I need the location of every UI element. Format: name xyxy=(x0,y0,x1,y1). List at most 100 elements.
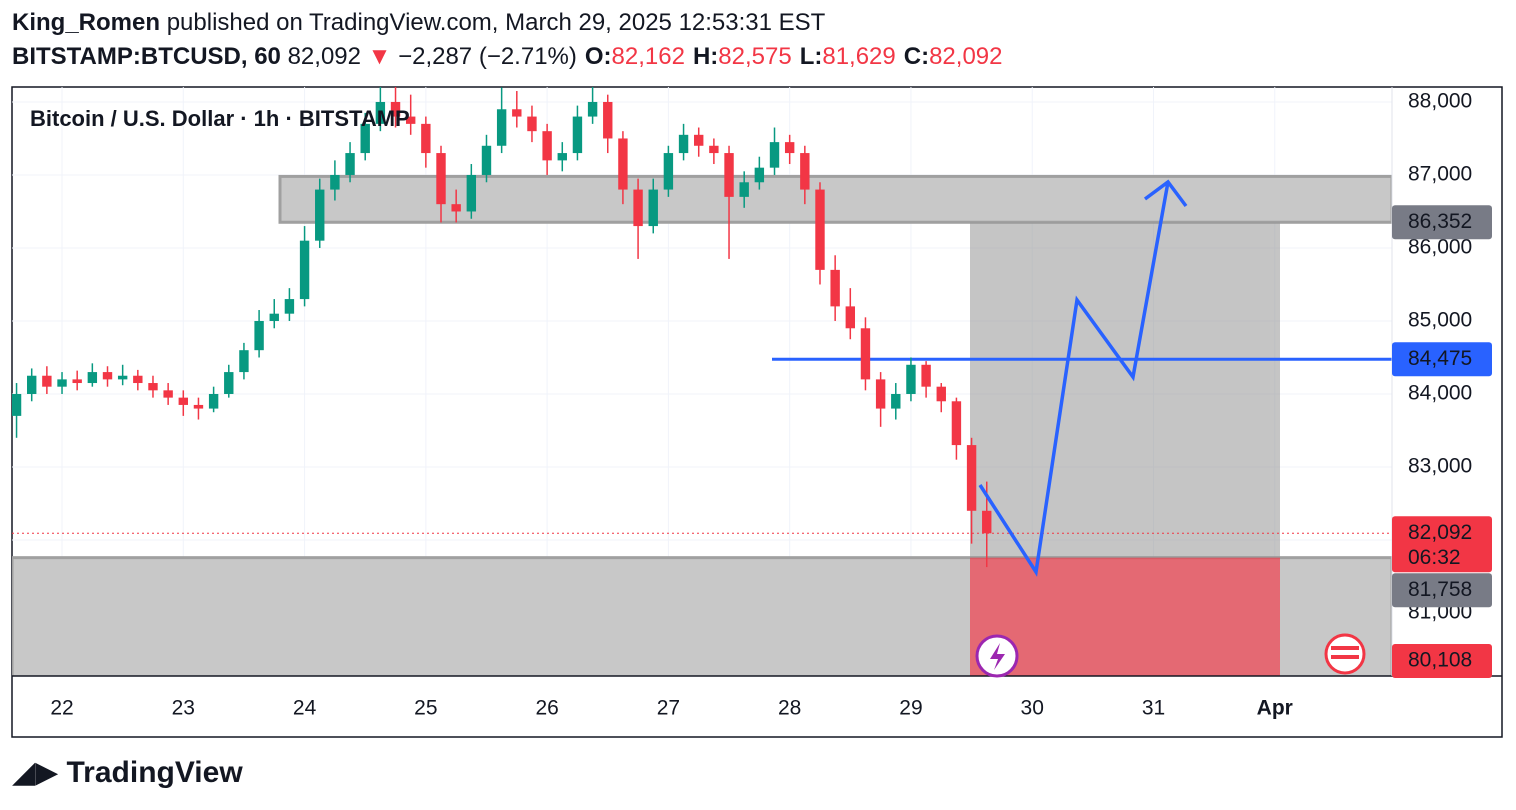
candle-body xyxy=(375,101,386,124)
author: King_Romen xyxy=(12,9,160,36)
flag-stripe xyxy=(1331,646,1359,650)
candle-body xyxy=(966,445,977,511)
symbol: BITSTAMP:BTCUSD, 60 xyxy=(12,43,281,70)
y-tick-label: 83,000 xyxy=(1408,455,1472,478)
candle-body xyxy=(421,123,431,154)
candle-body xyxy=(466,174,477,212)
axes: 81,00082,00083,00084,00085,00086,00087,0… xyxy=(12,87,1502,720)
candle-body xyxy=(299,240,310,300)
price-tag-label: 81,758 xyxy=(1408,578,1472,601)
x-tick-label: 24 xyxy=(293,697,317,720)
candle-body xyxy=(739,182,749,197)
price-tag-label: 84,475 xyxy=(1408,347,1472,370)
candle-body xyxy=(405,116,416,124)
candle-body xyxy=(800,153,810,190)
y-tick-label: 87,000 xyxy=(1408,163,1472,186)
ohlc: O:82,162 H:82,575 L:81,629 C:82,092 xyxy=(585,43,1003,70)
flag-icon xyxy=(1324,633,1366,675)
last-price: 82,092 xyxy=(288,43,361,70)
candle-body xyxy=(982,510,992,534)
candle-body xyxy=(42,375,52,387)
candle-body xyxy=(390,101,401,117)
y-tick-label: 85,000 xyxy=(1408,309,1472,332)
candle-body xyxy=(284,299,295,314)
candle-body xyxy=(542,131,552,161)
candle-body xyxy=(117,375,128,380)
candle-body xyxy=(330,174,340,190)
candle-body xyxy=(345,153,355,175)
candle-body xyxy=(451,204,461,212)
ohlc-value: 82,575 xyxy=(718,43,791,70)
candle-body xyxy=(72,379,82,384)
position-profit xyxy=(970,222,1280,558)
candle-body xyxy=(208,393,219,409)
candle-body xyxy=(845,306,856,329)
y-tick-label: 86,000 xyxy=(1408,236,1472,259)
candle-body xyxy=(315,189,325,241)
candle-body xyxy=(936,386,946,402)
symbol-line: BITSTAMP:BTCUSD, 60 82,092 ▼ −2,287 (−2.… xyxy=(12,43,1002,70)
candle-body xyxy=(618,138,628,190)
candle-body xyxy=(754,167,765,183)
candle-body xyxy=(694,134,704,146)
candle-body xyxy=(587,101,598,117)
candle-body xyxy=(102,372,113,380)
candle-body xyxy=(724,153,734,197)
candle-body xyxy=(527,116,537,132)
ohlc-label: L: xyxy=(800,43,823,70)
candle-body xyxy=(436,153,446,205)
published: published on TradingView.com, March 29, … xyxy=(167,9,826,36)
candle-body xyxy=(12,393,22,416)
candle-body xyxy=(648,189,658,227)
candle-body xyxy=(921,364,931,387)
brand: TradingView xyxy=(67,756,244,789)
candle-body xyxy=(360,123,370,154)
price-tag-label: 82,092 xyxy=(1408,521,1472,544)
candle-body xyxy=(57,379,67,387)
candle-body xyxy=(769,142,780,168)
flag-stripe xyxy=(1331,655,1359,659)
candle-body xyxy=(481,145,492,175)
candle-body xyxy=(603,101,613,139)
candle-body xyxy=(148,383,158,391)
x-tick-label: 25 xyxy=(414,697,437,720)
x-tick-label: 30 xyxy=(1021,697,1044,720)
candle-body xyxy=(496,109,507,146)
price-tag xyxy=(1392,342,1492,377)
price-tag xyxy=(1392,205,1492,240)
candle-body xyxy=(633,189,643,227)
brand-logo: ◢▶ TradingView xyxy=(12,756,243,789)
ohlc-value: 82,092 xyxy=(929,43,1002,70)
candle-body xyxy=(663,153,674,190)
candle-body xyxy=(239,350,249,373)
x-tick-label: 28 xyxy=(778,697,801,720)
ohlc-value: 82,162 xyxy=(612,43,685,70)
price-tag xyxy=(1392,644,1492,678)
ohlc-label: C: xyxy=(904,43,929,70)
candle-body xyxy=(512,109,522,117)
x-tick-label: 27 xyxy=(657,697,680,720)
candle-body xyxy=(875,379,886,409)
x-tick-label: 22 xyxy=(50,697,73,720)
x-tick-label: 26 xyxy=(535,697,558,720)
x-tick-label: 31 xyxy=(1142,697,1165,720)
ohlc-label: O: xyxy=(585,43,612,70)
candle-body xyxy=(254,320,264,351)
price-tag-label: 86,352 xyxy=(1408,210,1472,233)
price-tag xyxy=(1392,516,1492,573)
candle-body xyxy=(860,328,871,380)
candle-body xyxy=(709,145,719,154)
price-tag-label: 80,108 xyxy=(1408,649,1472,672)
plot xyxy=(12,87,1392,676)
zone xyxy=(278,174,1392,224)
header-line: King_Romen published on TradingView.com,… xyxy=(12,9,826,36)
candle-body xyxy=(830,269,840,307)
candle-body xyxy=(133,375,143,384)
chart-title: Bitcoin / U.S. Dollar · 1h · BITSTAMP xyxy=(30,106,410,131)
projection-path xyxy=(978,179,1188,577)
countdown: 06:32 xyxy=(1408,546,1461,569)
down-arrow: ▼ xyxy=(361,43,398,70)
candle-body xyxy=(193,404,204,409)
candle-body xyxy=(951,401,962,446)
